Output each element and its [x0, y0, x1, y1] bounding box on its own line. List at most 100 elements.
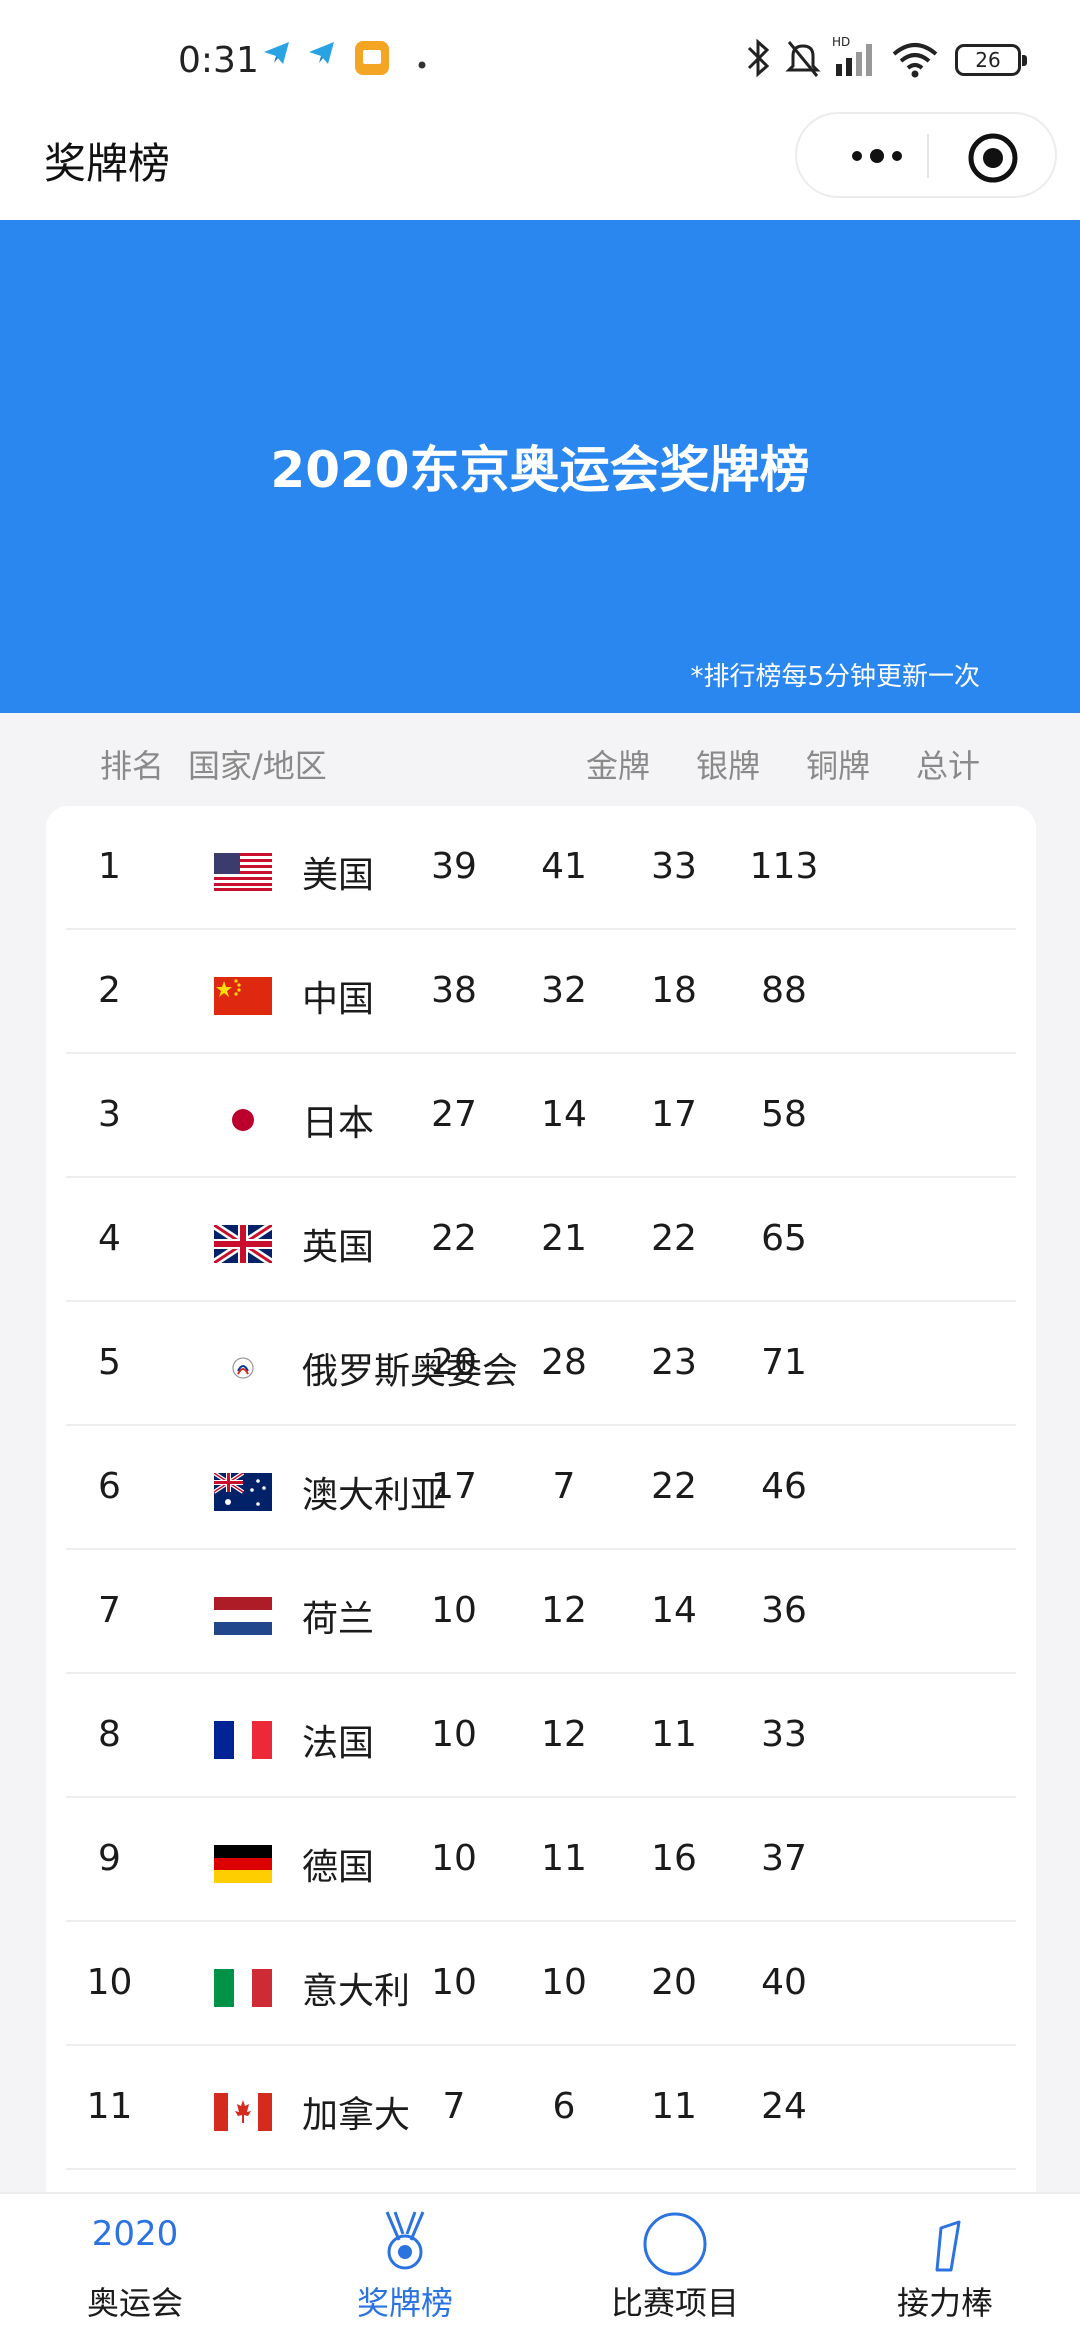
total-cell: 36 [761, 1590, 807, 1631]
table-row[interactable]: 10 意大利 10 10 20 40 [66, 1922, 1016, 2046]
rank-cell: 3 [98, 1094, 121, 1135]
us-flag-icon [214, 853, 272, 891]
bronze-cell: 11 [651, 2086, 697, 2127]
update-note: *排行榜每5分钟更新一次 [690, 662, 980, 692]
rank-cell: 4 [98, 1218, 121, 1259]
rank-cell: 7 [98, 1590, 121, 1631]
rank-cell: 10 [86, 1962, 133, 2003]
bronze-cell: 11 [651, 1714, 697, 1755]
more-dots-icon[interactable] [837, 136, 917, 176]
country-name: 日本 [302, 1103, 375, 1144]
tab-olympics[interactable]: 2020 奥运会 [0, 2194, 270, 2340]
table-row[interactable]: 8 法国 10 12 11 33 [66, 1674, 1016, 1798]
country-name: 美国 [302, 855, 375, 896]
bronze-cell: 22 [651, 1218, 697, 1259]
circle-icon [635, 2206, 715, 2276]
header-country: 国家/地区 [188, 747, 327, 785]
header-silver: 银牌 [696, 747, 761, 785]
total-cell: 37 [761, 1838, 807, 1879]
mini-program-capsule [795, 112, 1057, 198]
bronze-cell: 33 [651, 846, 697, 887]
dot-icon [418, 54, 426, 73]
telegram-icon [307, 38, 337, 72]
medal-table: 1 美国 39 41 33 113 2 中国 38 32 18 88 3 日本 … [46, 806, 1036, 2256]
country-name: 澳大利亚 [302, 1475, 447, 1516]
bronze-cell: 14 [651, 1590, 697, 1631]
header-bronze: 铜牌 [806, 747, 871, 785]
silver-cell: 41 [541, 846, 587, 887]
bluetooth-icon [743, 38, 773, 82]
gold-cell: 10 [431, 1590, 477, 1631]
country-name: 意大利 [302, 1971, 411, 2012]
netherlands-flag-icon [214, 1597, 272, 1635]
rank-cell: 1 [98, 846, 121, 887]
nav-bar: 奖牌榜 [0, 110, 1080, 220]
australia-flag-icon [214, 1473, 272, 1511]
status-time: 0:31 [178, 40, 259, 81]
mute-icon [785, 38, 821, 82]
tab-label: 比赛项目 [610, 2284, 739, 2322]
rank-cell: 2 [98, 970, 121, 1011]
signal-icon: HD [832, 34, 882, 82]
status-bar: 0:31 HD 26 [0, 0, 1080, 110]
gold-cell: 20 [431, 1342, 477, 1383]
canada-flag-icon [214, 2093, 272, 2131]
japan-flag-icon [214, 1101, 272, 1139]
total-cell: 58 [761, 1094, 807, 1135]
table-row[interactable]: 7 荷兰 10 12 14 36 [66, 1550, 1016, 1674]
table-row[interactable]: 6 澳大利亚 17 7 22 46 [66, 1426, 1016, 1550]
total-cell: 40 [761, 1962, 807, 2003]
banner-title: 2020东京奥运会奖牌榜 [270, 441, 810, 499]
silver-cell: 7 [552, 1466, 576, 1507]
country-name: 英国 [302, 1227, 375, 1268]
total-cell: 113 [749, 846, 819, 887]
telegram-icon [262, 38, 292, 72]
italy-flag-icon [214, 1969, 272, 2007]
bronze-cell: 17 [651, 1094, 697, 1135]
table-header: 排名 国家/地区 金牌 银牌 铜牌 总计 [0, 713, 1080, 805]
table-row[interactable]: 2 中国 38 32 18 88 [66, 930, 1016, 1054]
total-cell: 24 [761, 2086, 807, 2127]
table-row[interactable]: 9 德国 10 11 16 37 [66, 1798, 1016, 1922]
header-total: 总计 [916, 747, 981, 785]
country-name: 法国 [302, 1723, 375, 1764]
total-cell: 71 [761, 1342, 807, 1383]
gold-cell: 39 [431, 846, 477, 887]
tab-medal-table[interactable]: 奖牌榜 [270, 2194, 540, 2340]
total-cell: 33 [761, 1714, 807, 1755]
table-row[interactable]: 3 日本 27 14 17 58 [66, 1054, 1016, 1178]
silver-cell: 10 [541, 1962, 587, 2003]
target-close-icon[interactable] [967, 132, 1019, 184]
gold-cell: 27 [431, 1094, 477, 1135]
rank-cell: 6 [98, 1466, 121, 1507]
silver-cell: 12 [541, 1714, 587, 1755]
table-row[interactable]: 5 俄罗斯奥委会 20 28 23 71 [66, 1302, 1016, 1426]
bronze-cell: 16 [651, 1838, 697, 1879]
message-app-icon [354, 40, 390, 80]
header-rank: 排名 [100, 747, 165, 785]
capsule-divider [927, 134, 929, 178]
tab-events[interactable]: 比赛项目 [540, 2194, 810, 2340]
bronze-cell: 18 [651, 970, 697, 1011]
table-row[interactable]: 11 加拿大 7 6 11 24 [66, 2046, 1016, 2170]
banner: 2020东京奥运会奖牌榜 *排行榜每5分钟更新一次 [0, 220, 1080, 713]
gold-cell: 7 [442, 2086, 466, 2127]
silver-cell: 28 [541, 1342, 587, 1383]
silver-cell: 21 [541, 1218, 587, 1259]
total-cell: 65 [761, 1218, 807, 1259]
table-row[interactable]: 4 英国 22 21 22 65 [66, 1178, 1016, 1302]
table-row[interactable]: 1 美国 39 41 33 113 [66, 806, 1016, 930]
silver-cell: 6 [552, 2086, 576, 2127]
silver-cell: 14 [541, 1094, 587, 1135]
total-cell: 46 [761, 1466, 807, 1507]
country-name: 加拿大 [302, 2095, 411, 2136]
gold-cell: 38 [431, 970, 477, 1011]
tab-relay[interactable]: 接力棒 [810, 2194, 1080, 2340]
rank-cell: 11 [86, 2086, 133, 2127]
country-name: 荷兰 [302, 1599, 375, 1640]
germany-flag-icon [214, 1845, 272, 1883]
tab-label: 奥运会 [86, 2284, 183, 2322]
gold-cell: 10 [431, 1962, 477, 2003]
total-cell: 88 [761, 970, 807, 1011]
china-flag-icon [214, 977, 272, 1015]
